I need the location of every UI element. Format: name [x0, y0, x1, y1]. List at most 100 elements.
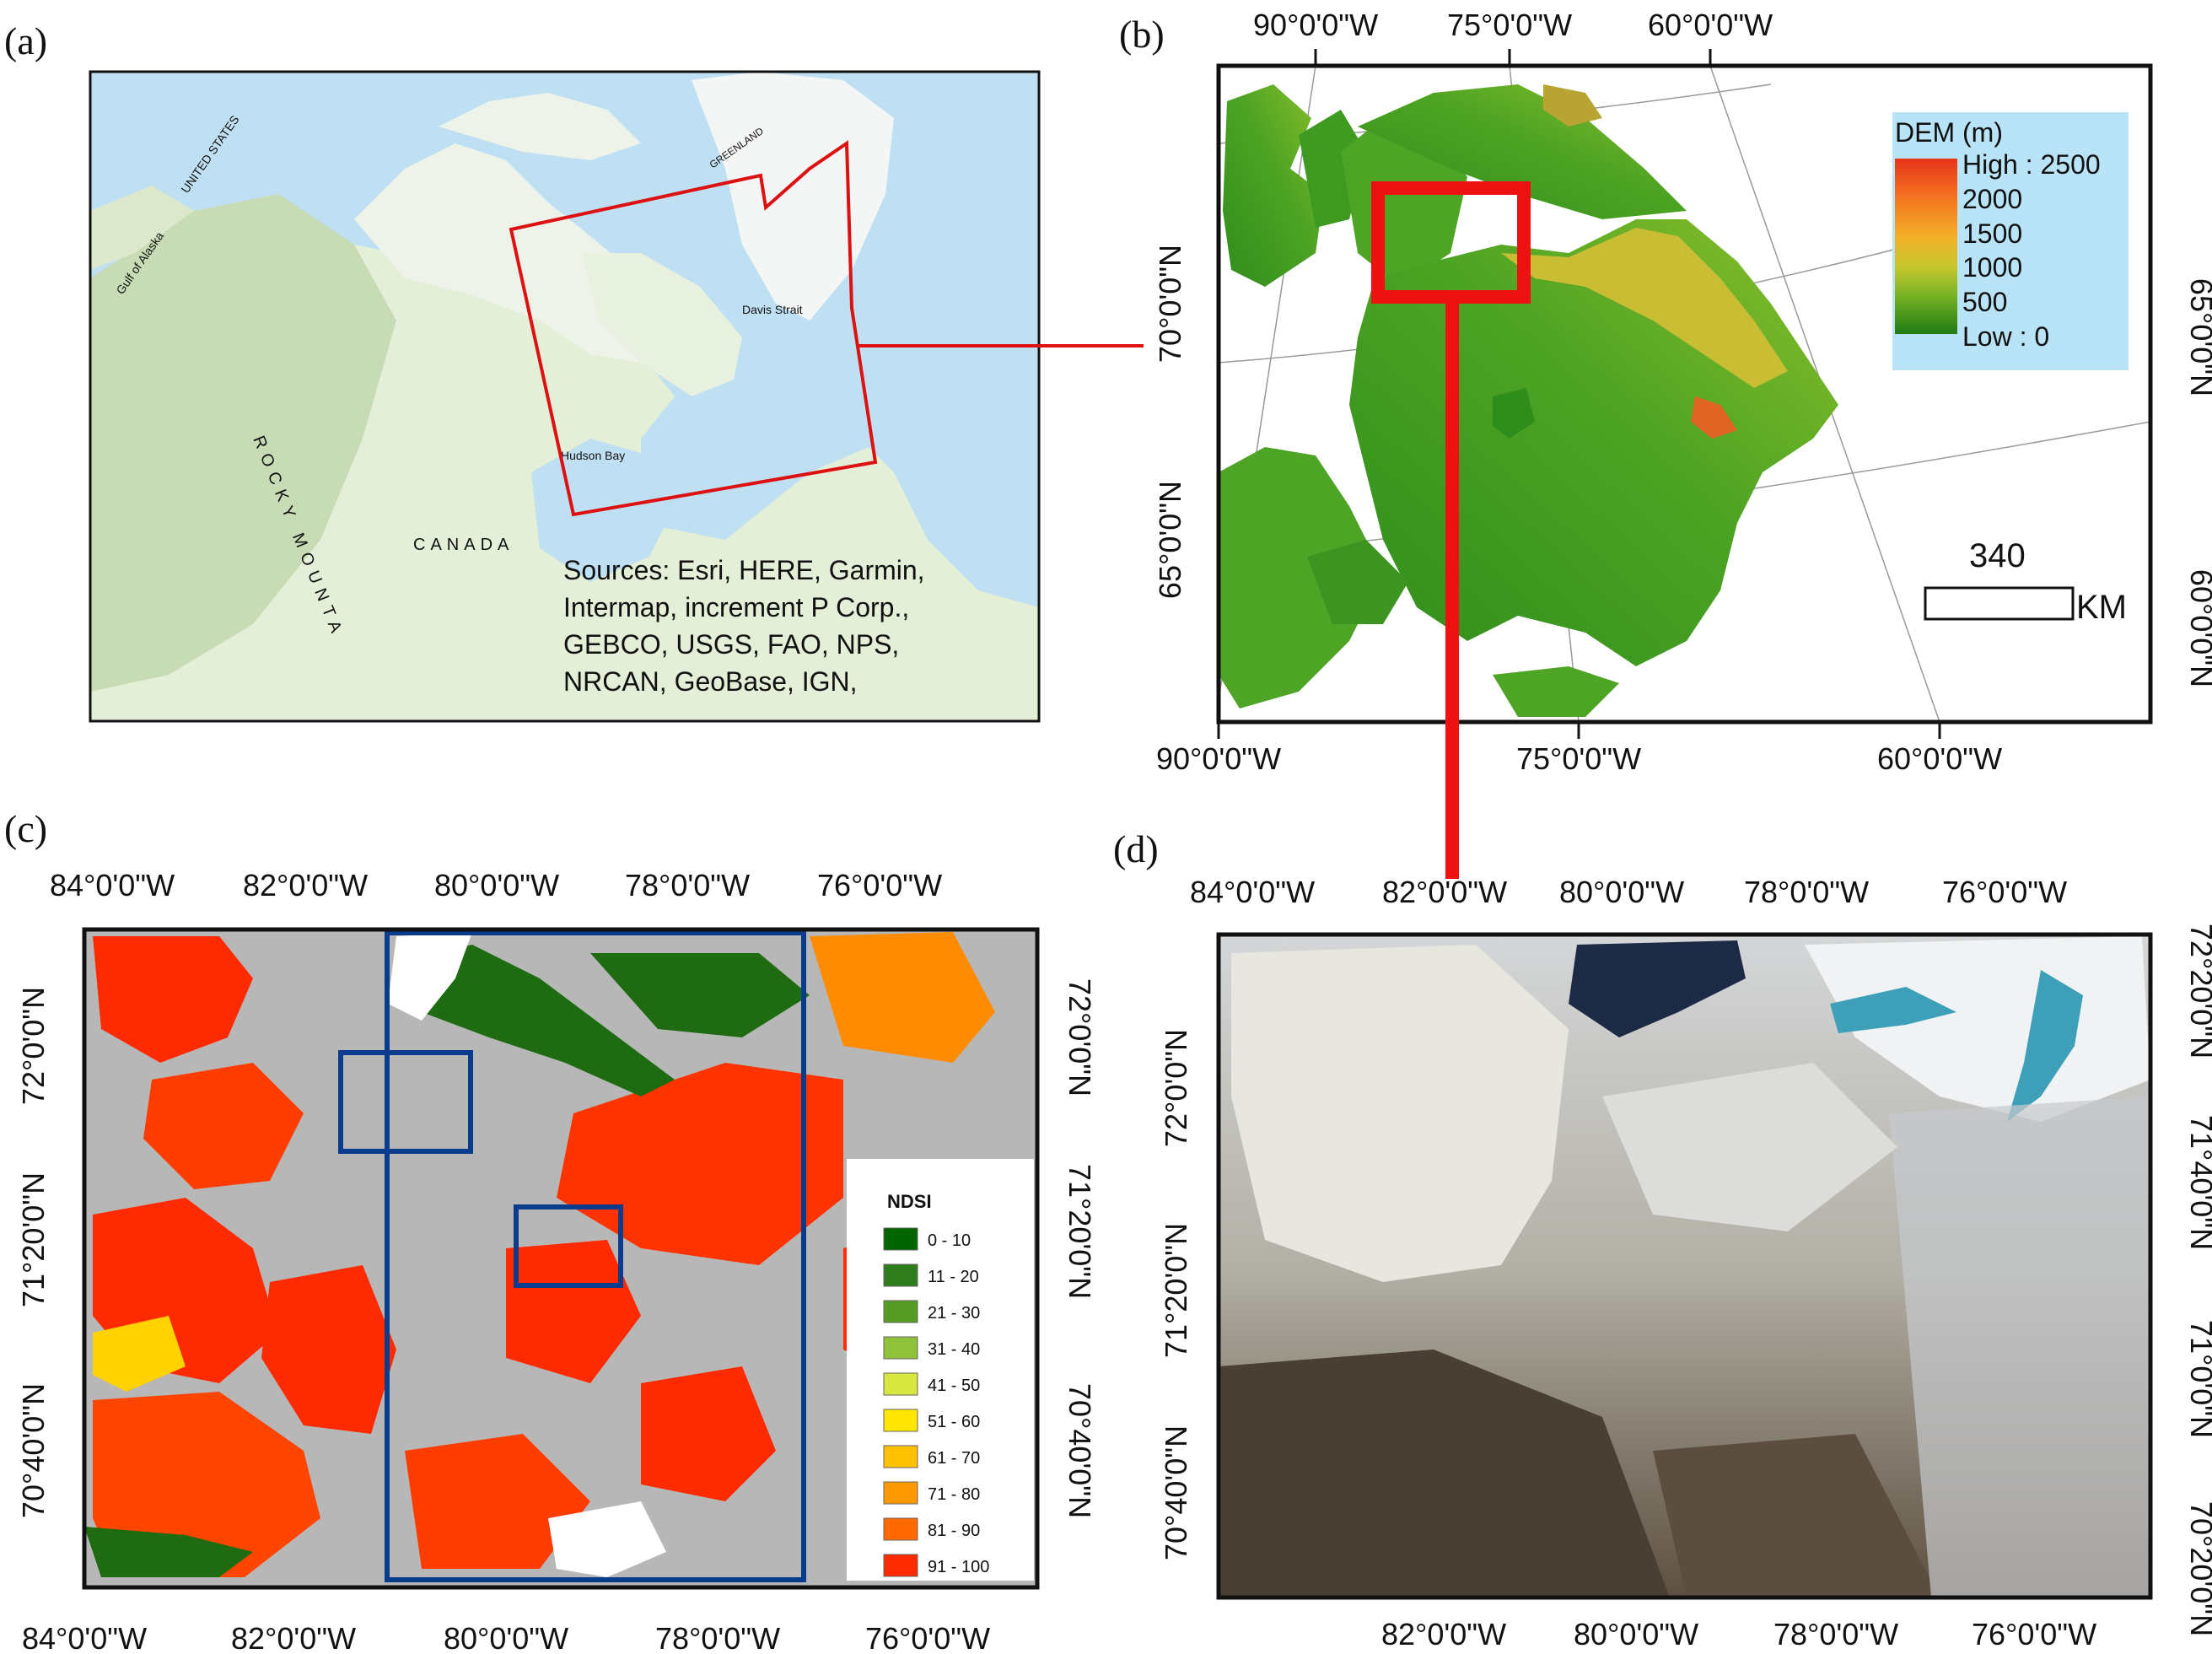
arctic-islands: [354, 143, 675, 363]
dem-color-ramp: [1895, 159, 1957, 334]
panel-b-frame: [1216, 63, 2153, 725]
snow-plateau: [1231, 945, 1569, 1282]
tick-label-right: 60°0'0"N: [2184, 569, 2212, 687]
study-region-outline: [509, 140, 878, 517]
dark-terrain: [1219, 1350, 1670, 1597]
legend-title: NDSI: [887, 1191, 932, 1212]
arctic-islands-north: [439, 93, 641, 160]
tick-label-right: 65°0'0"N: [2184, 278, 2212, 396]
water-area: [548, 1501, 666, 1577]
panel-label-c: (c): [4, 807, 47, 850]
legend-swatch: [883, 1554, 918, 1577]
tick-label-left: 71°20'0"N: [1159, 1223, 1193, 1358]
sources-credit: Sources: Esri, HERE, Garmin, Intermap, i…: [563, 555, 925, 697]
tick-label-left: 72°0'0"N: [1159, 1029, 1193, 1147]
sea-inlet: [1569, 940, 1746, 1037]
snow-ridges: [1602, 1063, 1897, 1231]
ice-field: [1805, 936, 2150, 1122]
scale-value: 340: [1969, 537, 2026, 574]
panel-d-satellite-image: 84°0'0"W 82°0'0"W 80°0'0"W 78°0'0"W 76°0…: [1159, 875, 2212, 1651]
snow-patch: [810, 932, 995, 1063]
north-highlands: [1543, 84, 1602, 127]
panel-label-b: (b): [1119, 13, 1165, 56]
tick-label-left: 72°0'0"N: [16, 987, 51, 1105]
tick-label-bottom: 78°0'0"W: [1773, 1617, 1898, 1651]
legend-class-label: 81 - 90: [928, 1522, 980, 1540]
panel-d-frame: [1216, 932, 2153, 1600]
tick-label-top: 82°0'0"W: [243, 868, 368, 902]
ndsi-legend: NDSI 0 - 10 11 - 20 21 - 30 31 - 40 41 - 50 5…: [847, 1159, 1034, 1581]
tick-label-top: 75°0'0"W: [1447, 8, 1572, 42]
panel-c-ndsi-map: NDSI 0 - 10 11 - 20 21 - 30 31 - 40 41 - 50 5…: [16, 868, 1097, 1654]
dark-terrain: [1653, 1434, 1940, 1597]
tick-label-bottom: 80°0'0"W: [444, 1621, 568, 1654]
tick-label-top: 60°0'0"W: [1648, 8, 1773, 42]
small-island: [1493, 388, 1535, 439]
fjord: [2007, 970, 2083, 1122]
vegetation-patch: [590, 953, 810, 1037]
tick-label-bottom: 84°0'0"W: [22, 1621, 147, 1654]
tick-label-bottom: 76°0'0"W: [1972, 1617, 2096, 1651]
legend-swatch: [883, 1481, 918, 1505]
panel-a-frame: [89, 70, 1041, 723]
alaska-coast: [90, 186, 194, 270]
tick-label-right: 71°0'0"N: [2184, 1320, 2212, 1438]
panel-a-map: UNITED STATES Gulf of Alaska GREENLAND D…: [89, 70, 1041, 723]
tick-label-bottom: 75°0'0"W: [1516, 741, 1641, 776]
connector-b-d: [1445, 297, 1459, 879]
tick-label-top: 76°0'0"W: [817, 868, 942, 902]
snow-patch: [93, 936, 253, 1063]
tick-label-top: 76°0'0"W: [1942, 875, 2067, 909]
baffin-peaks: [1691, 396, 1737, 439]
water-area: [388, 932, 472, 1021]
snow-patch: [641, 1366, 776, 1501]
tick-label-left: 71°20'0"N: [16, 1172, 51, 1307]
tick-label-right: 72°20'0"N: [2184, 924, 2212, 1059]
tick-label-right: 72°0'0"N: [1063, 978, 1097, 1096]
study-box-large: [385, 930, 806, 1582]
baffin-highlands: [1501, 228, 1788, 388]
legend-1500: 1500: [1962, 218, 2022, 249]
legend-swatch: [883, 1227, 918, 1251]
tick-label-bottom: 82°0'0"W: [231, 1621, 356, 1654]
snow-patch: [405, 1434, 590, 1569]
southampton-island: [1307, 540, 1408, 624]
sources-line-4: NRCAN, GeoBase, IGN,: [563, 666, 858, 697]
legend-class-label: 11 - 20: [928, 1268, 979, 1286]
legend-class-label: 41 - 50: [928, 1377, 980, 1395]
southwest-land: [1219, 447, 1383, 708]
vegetation-patch: [84, 1527, 253, 1577]
legend-class-label: 61 - 70: [928, 1449, 980, 1468]
panel-b-dem-map: DEM (m) High : 2500 2000 1500 1000 500 L…: [1153, 8, 2212, 776]
legend-500: 500: [1962, 287, 2007, 317]
devon-ellesmere: [1358, 84, 1687, 219]
tick-label-left: 65°0'0"N: [1153, 481, 1187, 599]
label-hudson-bay: Hudson Bay: [561, 449, 625, 462]
tick-label-top: 84°0'0"W: [1190, 875, 1315, 909]
tick-label-left: 70°40'0"N: [1159, 1425, 1193, 1560]
baffin-island: [582, 253, 742, 396]
legend-class-label: 71 - 80: [928, 1485, 980, 1504]
haze-strip: [1889, 1096, 2150, 1597]
tick-label-bottom: 76°0'0"W: [865, 1621, 990, 1654]
tick-label-bottom: 78°0'0"W: [655, 1621, 780, 1654]
snow-patch: [506, 1240, 641, 1383]
legend-swatch: [883, 1445, 918, 1468]
tick-label-top: 90°0'0"W: [1253, 8, 1378, 42]
legend-swatch: [883, 1409, 918, 1432]
tick-label-right: 71°20'0"N: [1063, 1164, 1097, 1299]
sources-line-2: Intermap, increment P Corp.,: [563, 592, 909, 622]
legend-swatch: [883, 1300, 918, 1323]
tick-label-bottom: 80°0'0"W: [1574, 1617, 1698, 1651]
legend-high: High : 2500: [1962, 149, 2101, 180]
panel-label-d: (d): [1113, 827, 1159, 870]
study-box-small-1: [338, 1050, 473, 1154]
scale-bar: 340 KM: [1924, 537, 2127, 626]
label-canada: CANADA: [413, 536, 514, 554]
fjord: [1830, 987, 1956, 1033]
legend-swatch: [883, 1336, 918, 1360]
legend-swatch: [883, 1372, 918, 1396]
vegetation-patch: [396, 945, 675, 1096]
tick-label-right: 70°20'0"N: [2184, 1501, 2212, 1636]
